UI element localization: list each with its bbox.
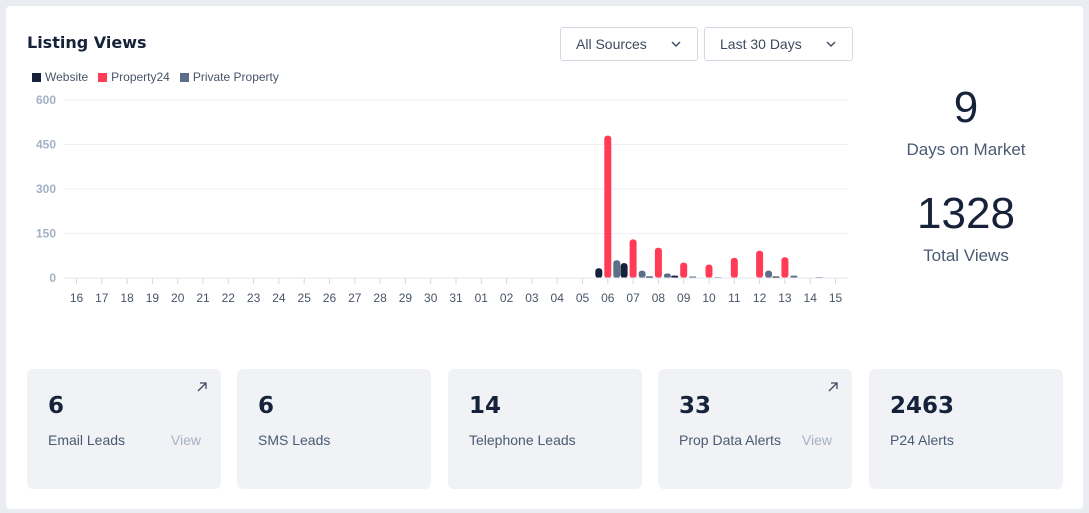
chart-legend: Website Property24 Private Property — [32, 70, 279, 84]
arrow-up-right-icon[interactable] — [195, 380, 209, 394]
source-select-value: All Sources — [576, 36, 647, 52]
x-tick-label: 17 — [95, 291, 109, 305]
email-leads-tile[interactable]: 6 Email Leads View — [27, 369, 221, 489]
chevron-down-icon — [671, 41, 681, 47]
tile-value: 33 — [679, 393, 712, 419]
x-tick-label: 21 — [196, 291, 210, 305]
x-tick-label: 06 — [601, 291, 615, 305]
x-tick-label: 01 — [475, 291, 489, 305]
bar-property24 — [629, 239, 637, 278]
legend-label: Property24 — [111, 70, 170, 84]
legend-swatch-private-property — [179, 72, 189, 82]
bar-website — [620, 263, 628, 278]
bar-private-property — [638, 270, 646, 278]
x-tick-label: 31 — [449, 291, 463, 305]
bar-property24 — [705, 264, 713, 278]
y-tick-label: 300 — [36, 182, 56, 196]
x-tick-label: 11 — [728, 291, 741, 305]
tile-value: 6 — [258, 393, 275, 419]
x-tick-label: 29 — [399, 291, 413, 305]
source-select[interactable]: All Sources — [560, 27, 698, 61]
x-tick-label: 20 — [171, 291, 185, 305]
bar-property24 — [756, 250, 764, 278]
x-tick-label: 02 — [500, 291, 514, 305]
bar-property24 — [781, 257, 789, 278]
x-tick-label: 14 — [804, 291, 818, 305]
tile-label: P24 Alerts — [890, 432, 954, 448]
bar-property24 — [654, 247, 662, 278]
legend-item-property24[interactable]: Property24 — [98, 70, 170, 84]
bar-property24 — [604, 135, 612, 278]
bar-private-property — [613, 260, 621, 278]
prop-data-alerts-tile[interactable]: 33 Prop Data Alerts View — [658, 369, 852, 489]
x-tick-label: 28 — [373, 291, 387, 305]
period-select[interactable]: Last 30 Days — [704, 27, 853, 61]
view-link[interactable]: View — [801, 432, 832, 448]
tile-label: Prop Data Alerts — [679, 432, 781, 448]
x-tick-label: 24 — [272, 291, 286, 305]
total-views-stat: 1328 Total Views — [871, 192, 1061, 266]
tile-label: Telephone Leads — [469, 432, 576, 448]
total-views-label: Total Views — [923, 246, 1009, 265]
y-tick-label: 450 — [36, 138, 56, 152]
bar-property24 — [730, 257, 738, 278]
x-tick-label: 09 — [677, 291, 691, 305]
view-link[interactable]: View — [170, 432, 201, 448]
x-tick-label: 26 — [323, 291, 337, 305]
x-tick-label: 05 — [576, 291, 590, 305]
arrow-up-right-icon[interactable] — [826, 380, 840, 394]
days-on-market-value: 9 — [953, 83, 979, 132]
x-tick-label: 27 — [348, 291, 362, 305]
total-views-value: 1328 — [917, 189, 1015, 238]
legend-item-private-property[interactable]: Private Property — [179, 70, 279, 84]
x-tick-label: 03 — [525, 291, 539, 305]
legend-item-website[interactable]: Website — [32, 70, 88, 84]
x-tick-label: 30 — [424, 291, 438, 305]
legend-swatch-website — [32, 72, 41, 82]
bar-website — [671, 275, 679, 278]
bar-website — [595, 268, 603, 278]
x-tick-label: 10 — [702, 291, 716, 305]
tile-label: Email Leads — [48, 432, 126, 448]
days-on-market-stat: 9 Days on Market — [871, 86, 1061, 160]
legend-label: Website — [45, 70, 89, 84]
legend-label: Private Property — [192, 70, 279, 84]
x-tick-label: 12 — [753, 291, 767, 305]
panel-title: Listing Views — [27, 33, 147, 52]
tile-value: 14 — [469, 393, 502, 419]
x-tick-label: 08 — [652, 291, 666, 305]
x-tick-label: 07 — [626, 291, 640, 305]
bar-property24 — [680, 262, 688, 278]
legend-swatch-property24 — [98, 72, 108, 82]
chevron-down-icon — [826, 41, 836, 47]
telephone-leads-tile: 14 Telephone Leads — [448, 369, 642, 489]
x-tick-label: 16 — [70, 291, 84, 305]
x-tick-label: 19 — [146, 291, 160, 305]
y-tick-label: 150 — [36, 227, 56, 241]
bar-private-property — [765, 270, 773, 278]
tile-label: SMS Leads — [258, 432, 331, 448]
x-tick-label: 13 — [778, 291, 792, 305]
bar-private-property — [663, 273, 671, 278]
p24-alerts-tile: 2463 P24 Alerts — [869, 369, 1063, 489]
bar-private-property — [790, 275, 798, 278]
x-tick-label: 23 — [247, 291, 261, 305]
days-on-market-label: Days on Market — [906, 140, 1026, 159]
tile-value: 2463 — [890, 393, 955, 419]
x-tick-label: 22 — [222, 291, 236, 305]
sms-leads-tile: 6 SMS Leads — [237, 369, 431, 489]
x-tick-label: 04 — [551, 291, 565, 305]
period-select-value: Last 30 Days — [720, 36, 802, 52]
x-tick-label: 18 — [120, 291, 134, 305]
y-tick-label: 0 — [49, 271, 56, 285]
x-tick-label: 25 — [298, 291, 312, 305]
x-tick-label: 15 — [829, 291, 843, 305]
listing-views-chart: 600 450 300 150 0 16 17 18 19 20 21 22 23 24 25 26 27 28 2… — [36, 93, 848, 305]
y-tick-label: 600 — [36, 93, 56, 107]
tile-value: 6 — [48, 393, 65, 419]
